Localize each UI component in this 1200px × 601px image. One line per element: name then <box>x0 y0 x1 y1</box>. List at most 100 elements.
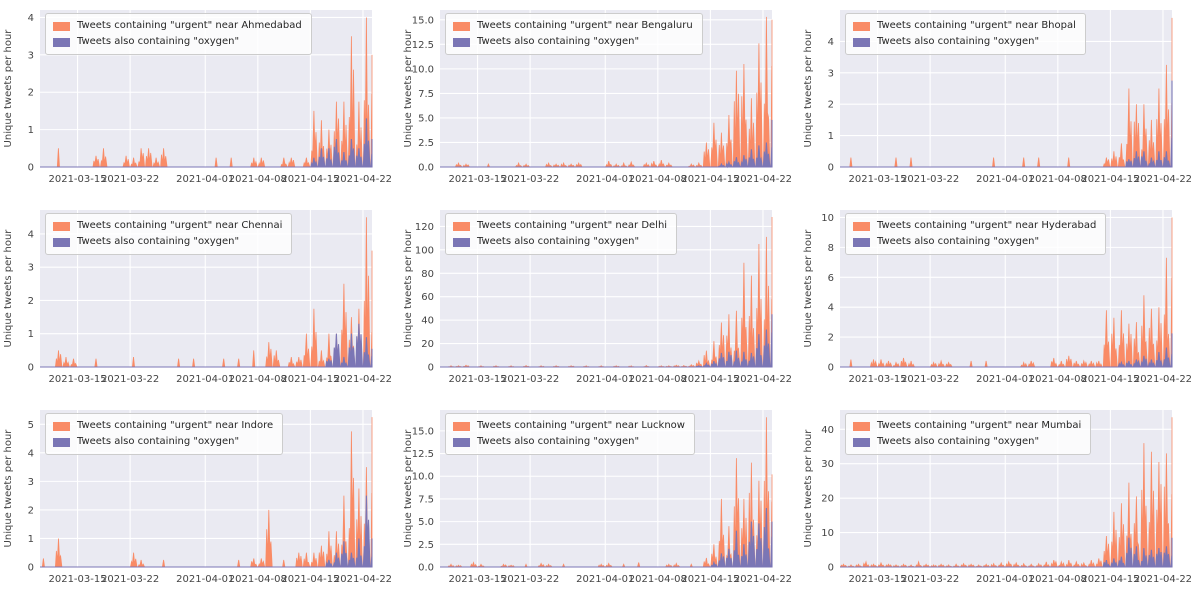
x-tick-label: 2021-03-22 <box>901 574 959 585</box>
urgent-series-swatch-icon <box>53 221 70 231</box>
y-axis-label: Unique tweets per hour <box>803 429 814 548</box>
x-tick-label: 2021-04-01 <box>976 174 1034 185</box>
legend-item-urgent: Tweets containing "urgent" near Chennai <box>53 218 282 234</box>
oxygen-series-area <box>440 119 773 169</box>
oxygen-series-area <box>440 314 773 368</box>
x-tick-label: 2021-04-22 <box>734 574 792 585</box>
oxygen-series-area <box>40 118 373 168</box>
y-tick-label: 0 <box>828 363 834 374</box>
urgent-series-swatch-icon <box>853 21 870 31</box>
y-tick-label: 12.5 <box>412 449 434 460</box>
x-tick-label: 2021-03-15 <box>448 374 506 385</box>
y-tick-label: 30 <box>821 459 834 470</box>
y-tick-label: 5.0 <box>418 113 434 124</box>
x-tick-label: 2021-04-01 <box>176 574 234 585</box>
x-tick-label: 2021-03-22 <box>901 174 959 185</box>
x-tick-label: 2021-03-22 <box>101 374 159 385</box>
oxygen-series-area <box>840 80 1173 168</box>
x-tick-label: 2021-04-15 <box>681 174 739 185</box>
urgent-series-swatch-icon <box>53 421 70 431</box>
legend-item-oxygen: Tweets also containing "oxygen" <box>53 234 282 250</box>
y-tick-label: 0 <box>828 563 834 574</box>
legend-label-oxygen: Tweets also containing "oxygen" <box>877 36 1040 47</box>
x-tick-label: 2021-03-15 <box>48 374 106 385</box>
oxygen-series-swatch-icon <box>453 37 470 47</box>
y-tick-label: 40 <box>821 425 834 436</box>
oxygen-series-swatch-icon <box>53 37 70 47</box>
x-tick-label: 2021-04-01 <box>176 374 234 385</box>
urgent-series-swatch-icon <box>453 421 470 431</box>
legend-label-oxygen: Tweets also containing "oxygen" <box>877 236 1040 247</box>
x-tick-label: 2021-03-22 <box>501 374 559 385</box>
x-tick-label: 2021-04-08 <box>1029 174 1087 185</box>
oxygen-series-swatch-icon <box>53 437 70 447</box>
y-tick-label: 0 <box>28 163 34 174</box>
y-tick-label: 2.5 <box>418 540 434 551</box>
oxygen-series-area <box>840 537 1173 568</box>
y-tick-label: 3 <box>828 68 834 79</box>
urgent-series-swatch-icon <box>853 221 870 231</box>
legend: Tweets containing "urgent" near Ahmedaba… <box>45 13 312 55</box>
x-tick-label: 2021-03-22 <box>901 374 959 385</box>
y-tick-label: 7.5 <box>418 89 434 100</box>
legend-item-urgent: Tweets containing "urgent" near Mumbai <box>853 418 1081 434</box>
x-tick-label: 2021-04-22 <box>1134 374 1192 385</box>
y-tick-label: 80 <box>421 269 434 280</box>
urgent-series-area <box>840 417 1173 568</box>
x-tick-label: 2021-03-15 <box>848 174 906 185</box>
y-axis-label: Unique tweets per hour <box>803 29 814 148</box>
legend-item-oxygen: Tweets also containing "oxygen" <box>453 434 685 450</box>
legend-item-urgent: Tweets containing "urgent" near Ahmedaba… <box>53 18 302 34</box>
chart-cell-bengaluru: 0.0 2.5 5.0 7.5 10.0 12.5 15.0 2021-03-15 2021-0… <box>400 0 800 200</box>
x-tick-label: 2021-03-22 <box>501 174 559 185</box>
legend-label-urgent: Tweets containing "urgent" near Ahmedaba… <box>77 20 302 31</box>
y-tick-label: 2 <box>828 100 834 111</box>
y-tick-label: 10.0 <box>412 64 434 75</box>
oxygen-series-area <box>40 495 373 568</box>
legend: Tweets containing "urgent" near Mumbai Tw… <box>845 413 1092 455</box>
y-tick-label: 6 <box>828 273 834 284</box>
legend-label-urgent: Tweets containing "urgent" near Bengalur… <box>477 20 693 31</box>
y-tick-label: 2 <box>828 333 834 344</box>
oxygen-series-area <box>40 323 373 368</box>
legend-item-oxygen: Tweets also containing "oxygen" <box>853 234 1096 250</box>
x-tick-label: 2021-04-22 <box>734 374 792 385</box>
legend-label-oxygen: Tweets also containing "oxygen" <box>477 36 640 47</box>
legend-label-urgent: Tweets containing "urgent" near Hyderaba… <box>877 220 1097 231</box>
x-tick-label: 2021-04-08 <box>629 574 687 585</box>
urgent-series-area <box>840 217 1173 368</box>
y-tick-label: 0.0 <box>418 563 434 574</box>
x-tick-label: 2021-04-01 <box>576 174 634 185</box>
x-tick-label: 2021-04-08 <box>229 374 287 385</box>
y-tick-label: 4 <box>828 37 834 48</box>
y-tick-label: 4 <box>28 448 34 459</box>
legend-item-urgent: Tweets containing "urgent" near Bhopal <box>853 18 1076 34</box>
legend-item-oxygen: Tweets also containing "oxygen" <box>453 34 693 50</box>
x-tick-label: 2021-04-15 <box>1081 374 1139 385</box>
x-tick-label: 2021-04-15 <box>1081 174 1139 185</box>
x-tick-label: 2021-04-22 <box>734 174 792 185</box>
legend-item-urgent: Tweets containing "urgent" near Indore <box>53 418 273 434</box>
x-tick-label: 2021-04-08 <box>229 174 287 185</box>
legend-item-urgent: Tweets containing "urgent" near Delhi <box>453 218 667 234</box>
legend-label-oxygen: Tweets also containing "oxygen" <box>77 236 240 247</box>
x-tick-label: 2021-03-15 <box>848 374 906 385</box>
x-tick-label: 2021-03-22 <box>101 174 159 185</box>
y-tick-label: 15.0 <box>412 15 434 26</box>
legend-label-oxygen: Tweets also containing "oxygen" <box>477 436 640 447</box>
chart-cell-delhi: 0 20 40 60 80 100 120 2021-03-15 2021-03-22 2021-… <box>400 200 800 400</box>
legend: Tweets containing "urgent" near Hyderaba… <box>845 213 1107 255</box>
y-tick-label: 2 <box>28 88 34 99</box>
oxygen-series-area <box>440 507 773 568</box>
x-tick-label: 2021-04-08 <box>1029 574 1087 585</box>
oxygen-series-swatch-icon <box>453 237 470 247</box>
y-tick-label: 1 <box>28 125 34 136</box>
legend-item-urgent: Tweets containing "urgent" near Hyderaba… <box>853 218 1096 234</box>
y-tick-label: 10.0 <box>412 472 434 483</box>
oxygen-series-area <box>840 333 1173 368</box>
legend-item-urgent: Tweets containing "urgent" near Bengalur… <box>453 18 693 34</box>
y-tick-label: 5.0 <box>418 517 434 528</box>
x-tick-label: 2021-04-01 <box>976 374 1034 385</box>
y-tick-label: 12.5 <box>412 40 434 51</box>
